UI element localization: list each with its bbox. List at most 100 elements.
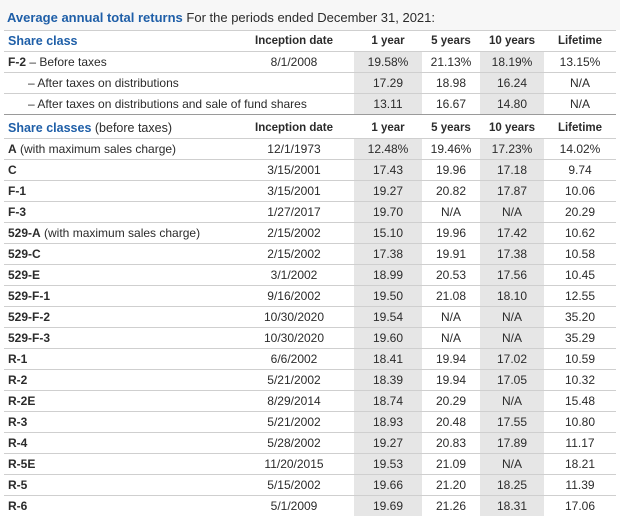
row-label: 529-F-2 bbox=[4, 307, 234, 328]
table1-header-1y: 1 year bbox=[354, 31, 422, 52]
row-label: C bbox=[4, 160, 234, 181]
row-label-text: – After taxes on distributions bbox=[28, 76, 179, 90]
ten-year-cell: 18.31 bbox=[480, 496, 544, 516]
row-label-class: A bbox=[8, 142, 17, 156]
inception-date-cell bbox=[234, 73, 354, 94]
inception-date-cell: 5/1/2009 bbox=[234, 496, 354, 516]
one-year-cell: 19.66 bbox=[354, 475, 422, 496]
ten-year-cell: 18.19% bbox=[480, 52, 544, 73]
five-year-cell: N/A bbox=[422, 307, 480, 328]
lifetime-cell: N/A bbox=[544, 73, 616, 94]
one-year-cell: 19.60 bbox=[354, 328, 422, 349]
five-year-cell: 18.98 bbox=[422, 73, 480, 94]
inception-date-cell: 2/15/2002 bbox=[234, 244, 354, 265]
inception-date-cell: 12/1/1973 bbox=[234, 139, 354, 160]
one-year-cell: 19.27 bbox=[354, 181, 422, 202]
one-year-cell: 19.70 bbox=[354, 202, 422, 223]
one-year-cell: 19.53 bbox=[354, 454, 422, 475]
lifetime-cell: 15.48 bbox=[544, 391, 616, 412]
row-label: – After taxes on distributions bbox=[4, 73, 234, 94]
table2-header-row: Share classes (before taxes) Inception d… bbox=[4, 118, 616, 139]
row-label-text: – After taxes on distributions and sale … bbox=[28, 97, 307, 111]
row-label: R-3 bbox=[4, 412, 234, 433]
ten-year-cell: N/A bbox=[480, 202, 544, 223]
one-year-cell: 18.41 bbox=[354, 349, 422, 370]
ten-year-cell: 17.05 bbox=[480, 370, 544, 391]
row-label: – After taxes on distributions and sale … bbox=[4, 94, 234, 115]
ten-year-cell: 17.23% bbox=[480, 139, 544, 160]
row-label: 529-F-1 bbox=[4, 286, 234, 307]
row-label: 529-C bbox=[4, 244, 234, 265]
row-label-class: R-2E bbox=[8, 394, 35, 408]
after-tax-returns-table: Share class Inception date 1 year 5 year… bbox=[4, 31, 616, 114]
inception-date-cell: 2/15/2002 bbox=[234, 223, 354, 244]
inception-date-cell: 8/1/2008 bbox=[234, 52, 354, 73]
inception-date-cell: 9/16/2002 bbox=[234, 286, 354, 307]
inception-date-cell: 3/15/2001 bbox=[234, 181, 354, 202]
ten-year-cell: 17.89 bbox=[480, 433, 544, 454]
ten-year-cell: 17.87 bbox=[480, 181, 544, 202]
lifetime-cell: N/A bbox=[544, 94, 616, 115]
table1-header-10y: 10 years bbox=[480, 31, 544, 52]
lifetime-cell: 10.32 bbox=[544, 370, 616, 391]
inception-date-cell: 10/30/2020 bbox=[234, 307, 354, 328]
inception-date-cell: 3/15/2001 bbox=[234, 160, 354, 181]
row-label-class: R-1 bbox=[8, 352, 27, 366]
lifetime-cell: 10.45 bbox=[544, 265, 616, 286]
row-label: F-1 bbox=[4, 181, 234, 202]
row-label: R-4 bbox=[4, 433, 234, 454]
table1-header-row: Share class Inception date 1 year 5 year… bbox=[4, 31, 616, 52]
ten-year-cell: 17.55 bbox=[480, 412, 544, 433]
title-rest: For the periods ended December 31, 2021: bbox=[183, 10, 435, 25]
inception-date-cell: 5/15/2002 bbox=[234, 475, 354, 496]
lifetime-cell: 11.17 bbox=[544, 433, 616, 454]
five-year-cell: N/A bbox=[422, 202, 480, 223]
row-label-class: R-2 bbox=[8, 373, 27, 387]
inception-date-cell: 8/29/2014 bbox=[234, 391, 354, 412]
five-year-cell: 21.13% bbox=[422, 52, 480, 73]
ten-year-cell: N/A bbox=[480, 328, 544, 349]
inception-date-cell: 1/27/2017 bbox=[234, 202, 354, 223]
row-label: R-5 bbox=[4, 475, 234, 496]
ten-year-cell: 17.18 bbox=[480, 160, 544, 181]
row-label: R-2E bbox=[4, 391, 234, 412]
row-label-note: – Before taxes bbox=[26, 55, 107, 69]
lifetime-cell: 10.80 bbox=[544, 412, 616, 433]
table2-header-label: Share classes bbox=[8, 121, 91, 135]
table1-header-inception: Inception date bbox=[234, 31, 354, 52]
page-title: Average annual total returns For the per… bbox=[7, 10, 435, 25]
inception-date-cell: 5/28/2002 bbox=[234, 433, 354, 454]
five-year-cell: 20.29 bbox=[422, 391, 480, 412]
inception-date-cell: 11/20/2015 bbox=[234, 454, 354, 475]
row-label: 529-F-3 bbox=[4, 328, 234, 349]
row-label-class: R-4 bbox=[8, 436, 27, 450]
one-year-cell: 19.54 bbox=[354, 307, 422, 328]
table1-header-share-class: Share class bbox=[4, 31, 234, 52]
row-label-class: 529-F-2 bbox=[8, 310, 50, 324]
five-year-cell: N/A bbox=[422, 328, 480, 349]
table2-header-5y: 5 years bbox=[422, 118, 480, 139]
one-year-cell: 18.39 bbox=[354, 370, 422, 391]
one-year-cell: 19.69 bbox=[354, 496, 422, 516]
ten-year-cell: 18.25 bbox=[480, 475, 544, 496]
lifetime-cell: 14.02% bbox=[544, 139, 616, 160]
table-row: 529-A (with maximum sales charge)2/15/20… bbox=[4, 223, 616, 244]
lifetime-cell: 10.59 bbox=[544, 349, 616, 370]
ten-year-cell: N/A bbox=[480, 307, 544, 328]
five-year-cell: 20.82 bbox=[422, 181, 480, 202]
